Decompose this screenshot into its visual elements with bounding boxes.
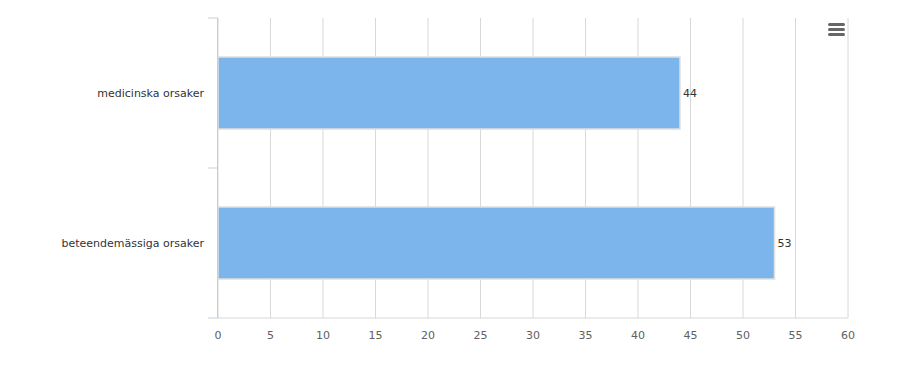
tick-label: 10 (316, 329, 330, 342)
grid-line (848, 18, 849, 318)
category-label: beteendemässiga orsaker (61, 237, 204, 250)
chart: 0 5 10 15 20 25 30 35 40 45 50 55 60 medicinska orsak… (0, 0, 906, 369)
menu-icon-bar (828, 23, 845, 26)
bars (218, 57, 775, 279)
tick-label: 20 (421, 329, 435, 342)
tick-label: 55 (789, 329, 803, 342)
bar (218, 57, 680, 129)
category-tick (208, 18, 218, 19)
data-label: 53 (778, 237, 792, 250)
tick-label: 45 (684, 329, 698, 342)
tick-label: 30 (526, 329, 540, 342)
tick-label: 40 (631, 329, 645, 342)
category-tick (208, 168, 218, 169)
category-label: medicinska orsaker (97, 87, 204, 100)
category-tick (208, 318, 218, 319)
menu-icon[interactable] (828, 23, 845, 36)
menu-icon-bar (828, 28, 845, 31)
grid-line (795, 18, 796, 318)
menu-icon-bar (828, 33, 845, 36)
tick-label: 50 (736, 329, 750, 342)
x-axis-line (218, 318, 848, 319)
bar (218, 207, 775, 279)
tick-label: 25 (474, 329, 488, 342)
tick-label: 5 (267, 329, 274, 342)
tick-label: 15 (369, 329, 383, 342)
tick-label: 60 (841, 329, 855, 342)
tick-label: 0 (215, 329, 222, 342)
tick-label: 35 (579, 329, 593, 342)
data-label: 44 (683, 87, 697, 100)
